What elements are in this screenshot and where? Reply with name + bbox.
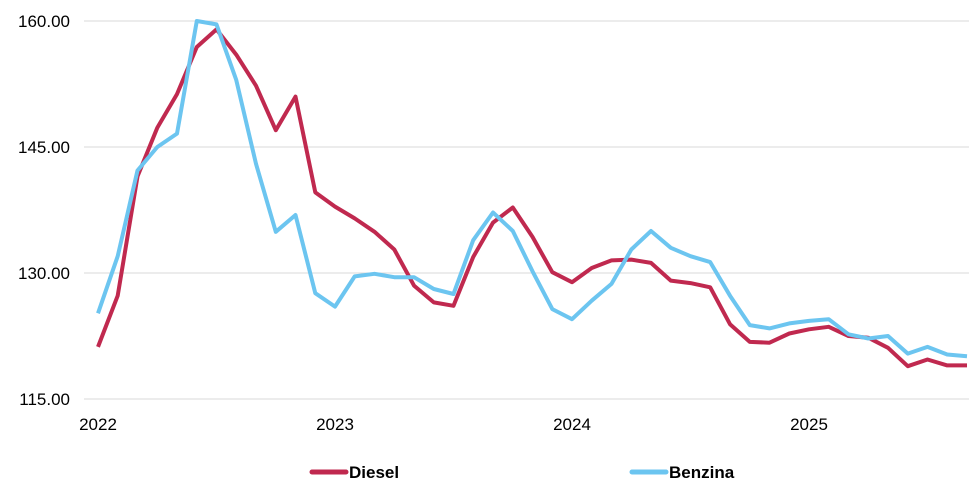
series-lines [96, 19, 968, 369]
y-tick-label: 130.00 [18, 264, 70, 283]
legend: Diesel Benzina [309, 463, 735, 482]
x-tick-label: 2023 [316, 415, 354, 434]
x-tick-label: 2025 [790, 415, 828, 434]
y-axis: 160.00 145.00 130.00 115.00 [18, 12, 70, 409]
series-line-diesel [96, 27, 967, 369]
legend-label-diesel: Diesel [349, 463, 399, 482]
x-axis: 2022 2023 2024 2025 [79, 415, 828, 434]
y-tick-label: 145.00 [18, 138, 70, 157]
series-line-benzina [96, 19, 968, 359]
gridlines [84, 20, 969, 400]
x-tick-label: 2024 [553, 415, 591, 434]
y-tick-label: 160.00 [18, 12, 70, 31]
x-tick-label: 2022 [79, 415, 117, 434]
legend-label-benzina: Benzina [669, 463, 735, 482]
y-tick-label: 115.00 [19, 390, 70, 409]
